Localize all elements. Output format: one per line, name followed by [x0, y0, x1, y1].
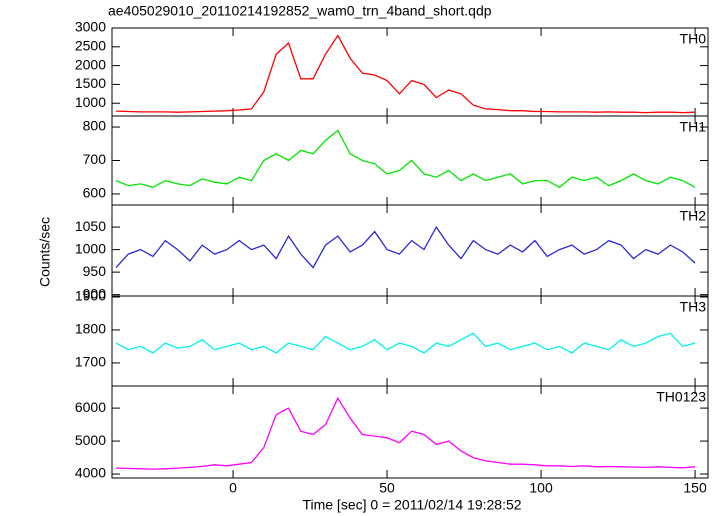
- x-tick-label: 150: [683, 480, 707, 496]
- y-tick-label: 3000: [75, 19, 106, 35]
- y-tick-label: 600: [83, 185, 107, 201]
- panel-frame: [111, 27, 709, 117]
- y-axis-label: Counts/sec: [37, 217, 53, 287]
- panel-label: TH1: [680, 119, 707, 135]
- y-tick-label: 1700: [75, 354, 106, 370]
- panel-label: TH0123: [656, 389, 706, 405]
- y-tick-label: 5000: [75, 432, 106, 448]
- panel-frame: [111, 204, 709, 297]
- panel-label: TH3: [680, 299, 707, 315]
- x-tick-label: 0: [229, 480, 237, 496]
- panel-label: TH0: [680, 31, 707, 47]
- data-line: [115, 225, 696, 269]
- data-line: [115, 129, 696, 189]
- chart-title: ae405029010_20110214192852_wam0_trn_4ban…: [108, 3, 492, 19]
- x-axis-label: Time [sec] 0 = 2011/02/14 19:28:52: [302, 497, 521, 513]
- y-tick-label: 800: [83, 118, 107, 134]
- y-tick-label: 900: [83, 285, 107, 301]
- data-line: [115, 396, 696, 470]
- y-tick-label: 1000: [75, 94, 106, 110]
- y-tick-label: 4000: [75, 465, 106, 481]
- y-tick-label: 1000: [75, 240, 106, 256]
- y-tick-label: 6000: [75, 399, 106, 415]
- y-tick-label: 950: [83, 263, 107, 279]
- y-tick-label: 700: [83, 151, 107, 167]
- data-line: [115, 332, 696, 354]
- panel-label: TH2: [680, 208, 707, 224]
- y-tick-label: 2000: [75, 56, 106, 72]
- panel-frame: [111, 115, 709, 206]
- data-line: [115, 34, 696, 114]
- x-tick-label: 100: [529, 480, 553, 496]
- y-tick-label: 1050: [75, 218, 106, 234]
- panel-frame: [111, 385, 709, 479]
- x-tick-label: 50: [379, 480, 395, 496]
- y-tick-label: 1800: [75, 321, 106, 337]
- y-tick-label: 2500: [75, 38, 106, 54]
- y-tick-label: 1500: [75, 75, 106, 91]
- y-tick-label: 1900: [75, 288, 106, 304]
